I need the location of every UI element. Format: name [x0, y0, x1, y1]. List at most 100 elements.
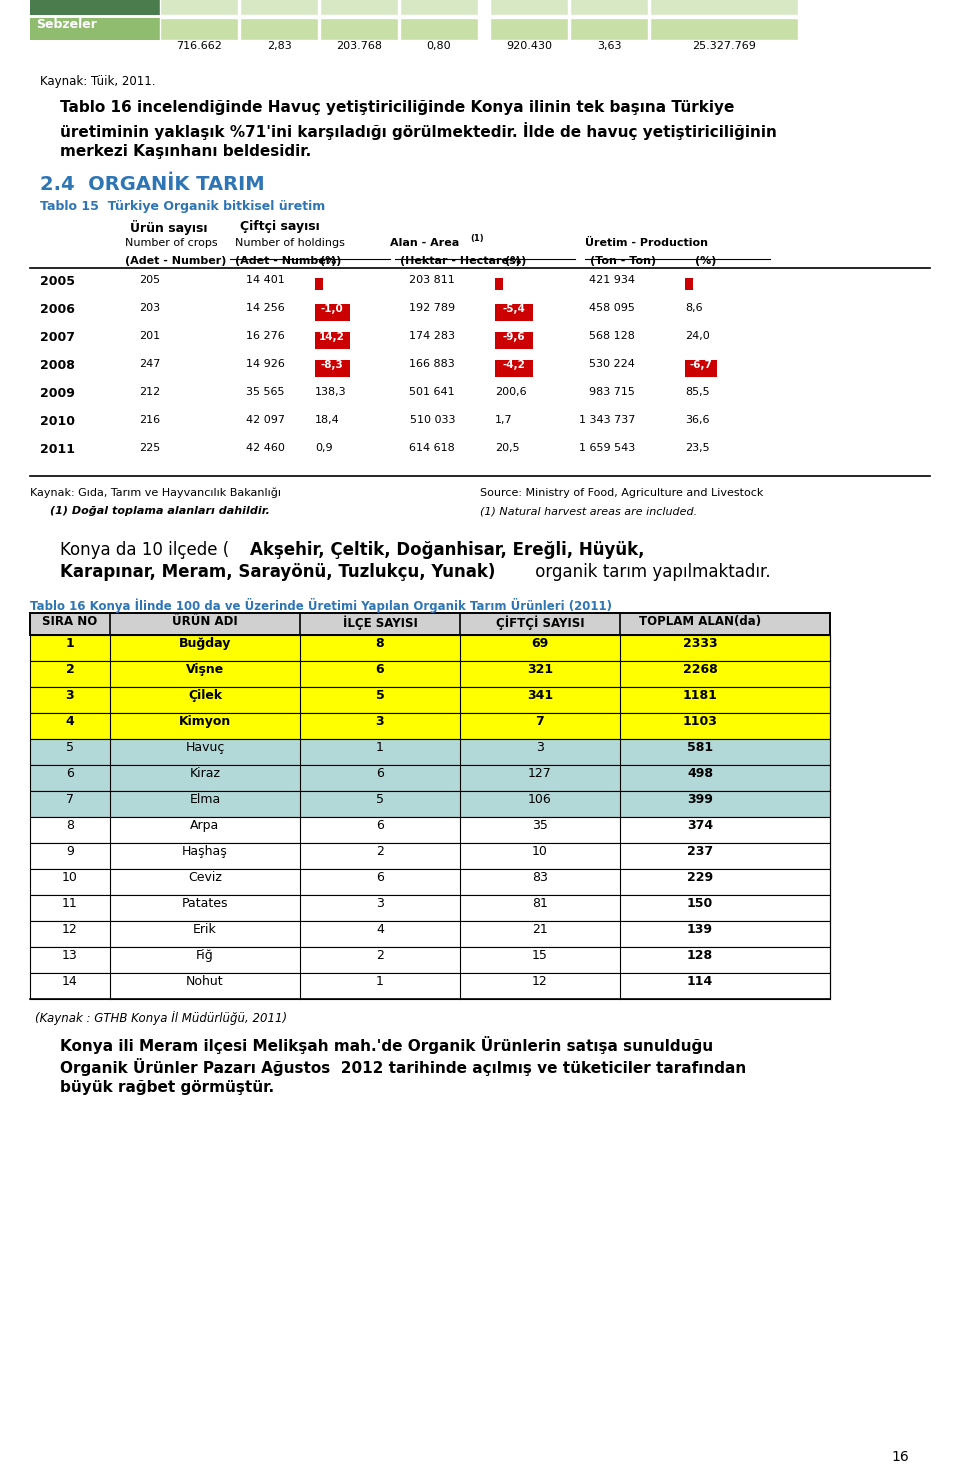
Text: 128: 128	[687, 949, 713, 962]
Bar	[490, 18, 568, 40]
Text: İLÇE SAYISI: İLÇE SAYISI	[343, 616, 418, 629]
Text: 374: 374	[687, 819, 713, 833]
Text: organik tarım yapılmaktadır.: organik tarım yapılmaktadır.	[530, 563, 771, 581]
Text: büyük rağbet görmüştür.: büyük rağbet görmüştür.	[60, 1080, 275, 1095]
Text: Tablo 16 incelendiğinde Havuç yetiştiriciliğinde Konya ilinin tek başına Türkiye: Tablo 16 incelendiğinde Havuç yetiştiric…	[60, 100, 734, 114]
Text: 83: 83	[532, 871, 548, 884]
Text: Arpa: Arpa	[190, 819, 220, 833]
Text: 8,6: 8,6	[685, 303, 703, 314]
Text: 6: 6	[375, 663, 384, 676]
Text: Karapınar, Meram, Sarayönü, Tuzlukçu, Yunak): Karapınar, Meram, Sarayönü, Tuzlukçu, Yu…	[60, 563, 495, 581]
Text: -5,4: -5,4	[503, 303, 525, 314]
Text: 3,63: 3,63	[597, 41, 621, 51]
Bar	[30, 765, 830, 792]
Text: Kiraz: Kiraz	[189, 767, 221, 780]
Text: (Adet - Number): (Adet - Number)	[235, 257, 336, 265]
Text: 85,5: 85,5	[685, 387, 709, 397]
Bar	[490, 0, 568, 15]
Text: 18,4: 18,4	[315, 415, 340, 425]
Text: 203.768: 203.768	[336, 41, 382, 51]
Bar	[30, 739, 830, 765]
Text: 2268: 2268	[683, 663, 717, 676]
Bar	[315, 303, 350, 321]
Bar	[570, 0, 648, 15]
Text: 14 401: 14 401	[247, 276, 285, 284]
Text: (1) Doğal toplama alanları dahildir.: (1) Doğal toplama alanları dahildir.	[50, 506, 270, 516]
Bar	[30, 0, 160, 15]
Bar	[30, 921, 830, 947]
Text: 501 641: 501 641	[409, 387, 455, 397]
Text: Akşehir, Çeltik, Doğanhisar, Ereğli, Hüyük,: Akşehir, Çeltik, Doğanhisar, Ereğli, Hüy…	[250, 541, 644, 559]
Text: Patates: Patates	[181, 897, 228, 910]
Bar	[30, 896, 830, 921]
Text: üretiminin yaklaşık %71'ini karşıladığı görülmektedir. İlde de havuç yetiştirici: üretiminin yaklaşık %71'ini karşıladığı …	[60, 122, 777, 139]
Text: 247: 247	[138, 359, 160, 369]
Text: (Kaynak : GTHB Konya İl Müdürlüğü, 2011): (Kaynak : GTHB Konya İl Müdürlüğü, 2011)	[35, 1012, 287, 1025]
Text: Elma: Elma	[189, 793, 221, 806]
Text: 8: 8	[375, 638, 384, 649]
Text: Buğday: Buğday	[179, 638, 231, 649]
Text: Ürün sayısı: Ürün sayısı	[130, 220, 207, 235]
Text: 35: 35	[532, 819, 548, 833]
Text: 14 926: 14 926	[246, 359, 285, 369]
Text: 1181: 1181	[683, 689, 717, 702]
Text: 2011: 2011	[40, 443, 75, 456]
Text: Tablo 15  Türkiye Organik bitkisel üretim: Tablo 15 Türkiye Organik bitkisel üretim	[40, 199, 325, 213]
Bar	[495, 361, 533, 377]
Text: Konya da 10 ilçede (: Konya da 10 ilçede (	[60, 541, 229, 559]
Text: 4: 4	[376, 924, 384, 935]
Text: ÇİFTÇİ SAYISI: ÇİFTÇİ SAYISI	[495, 616, 585, 629]
Bar	[30, 817, 830, 843]
Text: 498: 498	[687, 767, 713, 780]
Text: SIRA NO: SIRA NO	[42, 616, 98, 627]
Text: 35 565: 35 565	[247, 387, 285, 397]
Text: 2.4  ORGANİK TARIM: 2.4 ORGANİK TARIM	[40, 174, 265, 194]
Text: 2008: 2008	[40, 359, 75, 372]
Bar	[685, 361, 717, 377]
Bar	[315, 361, 350, 377]
Text: -9,6: -9,6	[503, 331, 525, 342]
Text: Çilek: Çilek	[188, 689, 222, 702]
Text: (1): (1)	[470, 235, 484, 243]
Text: -1,0: -1,0	[321, 303, 344, 314]
Text: 69: 69	[532, 638, 548, 649]
Text: 6: 6	[66, 767, 74, 780]
Text: merkezi Kaşınhanı beldesidir.: merkezi Kaşınhanı beldesidir.	[60, 144, 311, 158]
Bar	[30, 635, 830, 661]
Text: 3: 3	[375, 715, 384, 729]
Bar	[320, 18, 398, 40]
Text: 5: 5	[375, 689, 384, 702]
Bar	[495, 279, 503, 290]
Text: (1) Natural harvest areas are included.: (1) Natural harvest areas are included.	[480, 506, 697, 516]
Text: 6: 6	[376, 819, 384, 833]
Bar	[400, 18, 478, 40]
Text: Erik: Erik	[193, 924, 217, 935]
Text: Alan - Area: Alan - Area	[390, 237, 459, 248]
Text: Fiğ: Fiğ	[196, 949, 214, 962]
Text: 5: 5	[376, 793, 384, 806]
Text: Kaynak: Gıda, Tarım ve Hayvancılık Bakanlığı: Kaynak: Gıda, Tarım ve Hayvancılık Bakan…	[30, 488, 281, 498]
Bar	[240, 0, 318, 15]
Text: 9: 9	[66, 844, 74, 858]
Text: 12: 12	[62, 924, 78, 935]
Text: 2: 2	[65, 663, 74, 676]
Text: 2: 2	[376, 844, 384, 858]
Text: 127: 127	[528, 767, 552, 780]
Text: 201: 201	[139, 331, 160, 342]
Text: -4,2: -4,2	[503, 361, 525, 369]
Text: 16 276: 16 276	[247, 331, 285, 342]
Text: 21: 21	[532, 924, 548, 935]
Text: Sebzeler: Sebzeler	[36, 18, 97, 31]
Text: 1: 1	[65, 638, 74, 649]
Text: 1103: 1103	[683, 715, 717, 729]
Text: 139: 139	[687, 924, 713, 935]
Text: 24,0: 24,0	[685, 331, 709, 342]
Bar	[30, 843, 830, 869]
Text: Vişne: Vişne	[186, 663, 224, 676]
Bar	[650, 18, 798, 40]
Text: Kimyon: Kimyon	[179, 715, 231, 729]
Bar	[30, 792, 830, 817]
Text: 81: 81	[532, 897, 548, 910]
Text: Tablo 16 Konya İlinde 100 da ve Üzerinde Üretimi Yapılan Organik Tarım Ürünleri : Tablo 16 Konya İlinde 100 da ve Üzerinde…	[30, 598, 612, 613]
Text: 10: 10	[62, 871, 78, 884]
